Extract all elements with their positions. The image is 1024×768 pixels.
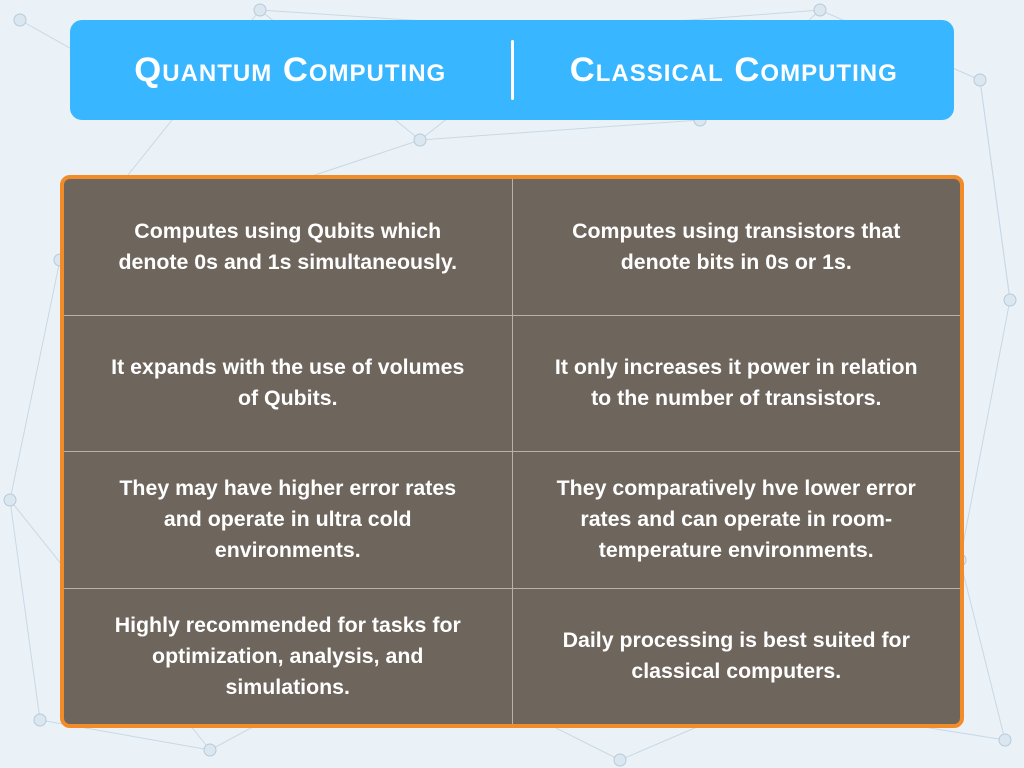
classical-cell: Daily processing is best suited for clas…: [512, 589, 961, 725]
classical-cell: They comparatively hve lower error rates…: [512, 452, 961, 588]
classical-cell: Computes using transistors that denote b…: [512, 179, 961, 315]
quantum-cell: Computes using Qubits which denote 0s an…: [64, 179, 512, 315]
header-right-title: Classical Computing: [514, 40, 955, 100]
comparison-table: Computes using Qubits which denote 0s an…: [60, 175, 964, 728]
quantum-cell: Highly recommended for tasks for optimiz…: [64, 589, 512, 725]
table-row: Computes using Qubits which denote 0s an…: [64, 179, 960, 315]
table-row: Highly recommended for tasks for optimiz…: [64, 588, 960, 725]
header-bar: Quantum Computing Classical Computing: [70, 20, 954, 120]
table-row: They may have higher error rates and ope…: [64, 451, 960, 588]
table-row: It expands with the use of volumes of Qu…: [64, 315, 960, 452]
header-left-title: Quantum Computing: [70, 40, 511, 100]
quantum-cell: They may have higher error rates and ope…: [64, 452, 512, 588]
quantum-cell: It expands with the use of volumes of Qu…: [64, 316, 512, 452]
classical-cell: It only increases it power in relation t…: [512, 316, 961, 452]
